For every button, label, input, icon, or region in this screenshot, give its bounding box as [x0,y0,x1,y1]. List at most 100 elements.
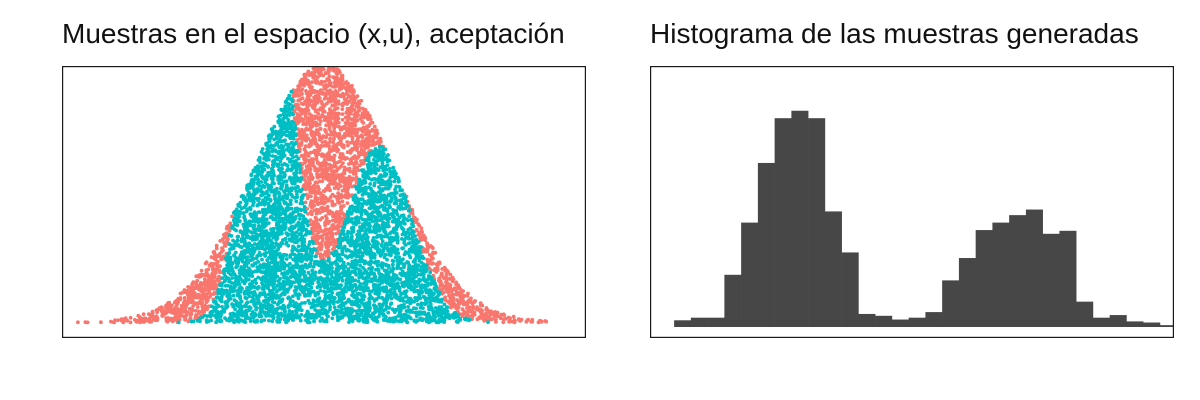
rejected-point [341,161,345,165]
accepted-point [391,165,396,170]
rejected-point [425,246,430,251]
rejected-point [324,218,329,223]
accepted-point [253,277,258,282]
rejected-point [509,319,513,324]
rejected-point [358,163,362,168]
accepted-point [310,268,315,273]
rejected-point [377,141,382,146]
accepted-point [275,140,280,145]
accepted-point [291,136,296,141]
rejected-point [351,100,356,105]
accepted-point [397,285,401,289]
rejected-point [314,108,318,113]
rejected-point [324,245,329,250]
rejected-point [213,285,218,290]
rejected-point [419,226,424,231]
accepted-point [397,310,402,315]
accepted-point [239,194,244,199]
rejected-point [360,135,365,140]
rejected-point [151,315,156,320]
rejected-point [427,253,432,257]
rejected-point [308,123,312,128]
scatter-title: Muestras en el espacio (x,u), aceptación [62,18,565,49]
rejected-point [299,140,304,145]
accepted-point [291,294,295,299]
accepted-point [374,151,379,156]
rejected-point [324,231,329,236]
rejected-point [323,129,328,133]
rejected-point [202,273,207,277]
accepted-point [327,256,331,261]
rejected-point [331,158,335,162]
accepted-point [367,224,371,228]
rejected-point [160,305,164,310]
rejected-point [336,160,340,165]
accepted-point [244,276,249,281]
rejected-point [200,305,205,309]
accepted-point [269,185,274,189]
accepted-point [288,133,293,138]
rejected-point [128,320,133,325]
rejected-point [339,142,344,146]
rejected-point [331,182,336,186]
rejected-point [330,199,334,204]
accepted-point [298,217,302,221]
rejected-point [322,208,327,213]
rejected-point [348,181,353,185]
rejected-point [300,96,305,101]
rejected-point [337,93,342,97]
rejected-point [356,168,361,173]
rejected-point [170,308,175,312]
rejected-point [197,311,202,316]
accepted-point [379,144,384,149]
rejected-point [449,289,454,294]
rejected-point [161,314,165,318]
rejected-point [455,292,459,297]
rejected-point [326,197,331,202]
accepted-point [284,240,289,245]
rejected-point [318,127,323,131]
rejected-point [302,75,307,80]
rejected-point [321,153,326,158]
accepted-point [222,267,227,272]
rejected-point [327,147,332,151]
accepted-point [288,136,293,141]
rejected-point [342,85,346,89]
rejected-point [341,194,346,199]
rejected-point [350,137,355,142]
rejected-point [319,195,323,200]
rejected-point [194,295,199,300]
accepted-point [367,292,372,296]
rejected-point [322,86,327,91]
rejected-point [319,247,324,252]
rejected-point [495,310,500,315]
rejected-point [307,82,312,87]
rejected-point [326,157,331,162]
rejected-point [310,157,315,162]
accepted-point [353,184,358,189]
rejected-point [303,112,308,116]
rejected-point [199,268,204,273]
rejected-point [195,305,200,309]
accepted-point [361,265,365,270]
rejected-point [452,286,457,291]
rejected-point [348,111,353,116]
rejected-point [322,200,327,205]
rejected-point [358,116,363,121]
rejected-point [211,250,216,255]
rejected-point [316,111,321,116]
rejected-point [326,236,331,240]
rejected-point [356,135,361,139]
rejected-point [465,294,470,298]
accepted-point [403,243,408,247]
rejected-point [355,165,359,170]
rejected-point [359,144,363,148]
accepted-point [291,155,295,160]
accepted-point [212,313,217,318]
rejected-point [344,176,348,181]
rejected-point [363,152,367,157]
rejected-point [466,314,471,319]
rejected-point [305,72,309,77]
rejected-point [330,234,335,238]
